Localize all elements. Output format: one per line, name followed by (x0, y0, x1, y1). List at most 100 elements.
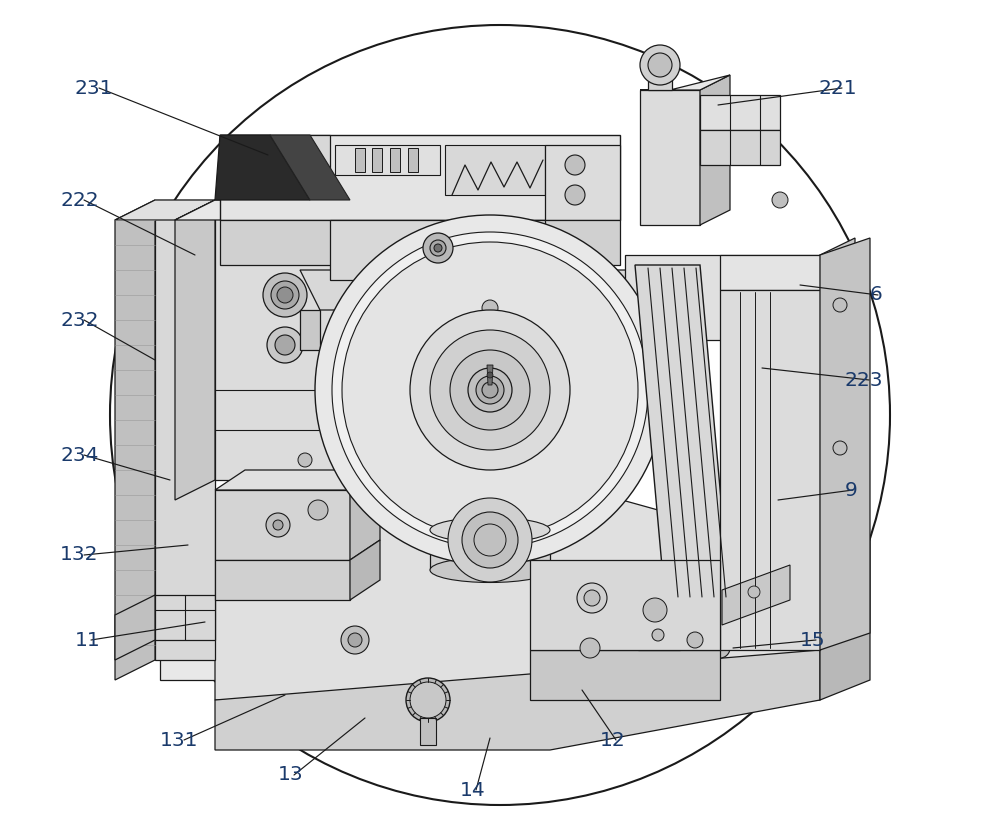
Circle shape (558, 628, 582, 652)
Text: 12: 12 (600, 730, 626, 749)
Circle shape (410, 310, 570, 470)
Ellipse shape (430, 557, 550, 583)
Polygon shape (648, 65, 672, 90)
Circle shape (341, 626, 369, 654)
Polygon shape (215, 135, 310, 200)
Circle shape (342, 242, 638, 538)
Polygon shape (115, 595, 155, 660)
Text: 6: 6 (870, 285, 883, 305)
Circle shape (298, 453, 312, 467)
Polygon shape (820, 238, 870, 650)
Circle shape (434, 244, 442, 252)
Polygon shape (530, 560, 720, 650)
Polygon shape (720, 255, 820, 290)
Polygon shape (638, 590, 680, 620)
Polygon shape (215, 470, 380, 490)
Circle shape (267, 327, 303, 363)
Circle shape (602, 610, 618, 626)
Polygon shape (820, 238, 855, 340)
Text: 131: 131 (160, 730, 198, 749)
Polygon shape (160, 600, 820, 680)
Text: 13: 13 (278, 766, 304, 784)
Text: 231: 231 (75, 78, 114, 97)
Circle shape (348, 633, 362, 647)
Polygon shape (115, 200, 155, 680)
Polygon shape (300, 310, 320, 350)
Circle shape (487, 372, 493, 378)
Circle shape (263, 273, 307, 317)
Polygon shape (350, 470, 380, 560)
Circle shape (468, 368, 512, 412)
Text: 14: 14 (460, 780, 486, 800)
Polygon shape (408, 148, 418, 172)
Text: 9: 9 (845, 480, 858, 499)
Polygon shape (220, 135, 620, 220)
Polygon shape (350, 540, 380, 600)
Polygon shape (355, 148, 365, 172)
Polygon shape (390, 148, 400, 172)
Polygon shape (330, 220, 545, 280)
Text: 15: 15 (800, 631, 826, 650)
Polygon shape (700, 75, 730, 225)
Circle shape (648, 53, 672, 77)
Polygon shape (635, 265, 730, 600)
Polygon shape (155, 200, 215, 660)
Circle shape (652, 602, 664, 614)
Polygon shape (487, 365, 493, 385)
Circle shape (687, 632, 703, 648)
Circle shape (833, 298, 847, 312)
Polygon shape (300, 270, 720, 310)
Polygon shape (335, 145, 440, 175)
Circle shape (580, 638, 600, 658)
Polygon shape (220, 220, 620, 265)
Circle shape (275, 335, 295, 355)
Circle shape (782, 290, 798, 306)
Text: 222: 222 (60, 190, 99, 209)
Polygon shape (625, 255, 820, 340)
Polygon shape (215, 490, 350, 560)
Polygon shape (640, 75, 730, 90)
Ellipse shape (430, 517, 550, 542)
Circle shape (476, 376, 504, 404)
Circle shape (749, 305, 763, 319)
Circle shape (565, 185, 585, 205)
Polygon shape (722, 565, 790, 625)
Polygon shape (270, 135, 350, 200)
Polygon shape (445, 145, 545, 195)
Circle shape (584, 590, 600, 606)
Text: 221: 221 (818, 78, 857, 97)
Circle shape (308, 500, 328, 520)
Circle shape (315, 215, 665, 565)
Circle shape (640, 45, 680, 85)
Polygon shape (215, 480, 820, 700)
Text: 234: 234 (60, 445, 98, 465)
Circle shape (332, 232, 648, 548)
Polygon shape (175, 200, 390, 220)
Circle shape (430, 240, 446, 256)
Circle shape (462, 512, 518, 568)
Circle shape (710, 638, 730, 658)
Circle shape (833, 441, 847, 455)
Circle shape (565, 155, 585, 175)
Polygon shape (175, 200, 215, 500)
Circle shape (271, 281, 299, 309)
Polygon shape (115, 200, 215, 220)
Polygon shape (420, 718, 436, 745)
Circle shape (410, 682, 446, 718)
Polygon shape (640, 90, 700, 225)
Polygon shape (215, 200, 390, 480)
Polygon shape (545, 145, 620, 220)
Polygon shape (638, 620, 680, 650)
Circle shape (482, 300, 498, 316)
Polygon shape (430, 530, 550, 570)
Polygon shape (720, 535, 790, 650)
Polygon shape (220, 135, 330, 190)
Circle shape (643, 598, 667, 622)
Circle shape (748, 586, 760, 598)
Polygon shape (215, 560, 350, 600)
Circle shape (772, 192, 788, 208)
Text: 11: 11 (75, 631, 101, 650)
Circle shape (277, 287, 293, 303)
Circle shape (450, 350, 530, 430)
Circle shape (474, 524, 506, 556)
